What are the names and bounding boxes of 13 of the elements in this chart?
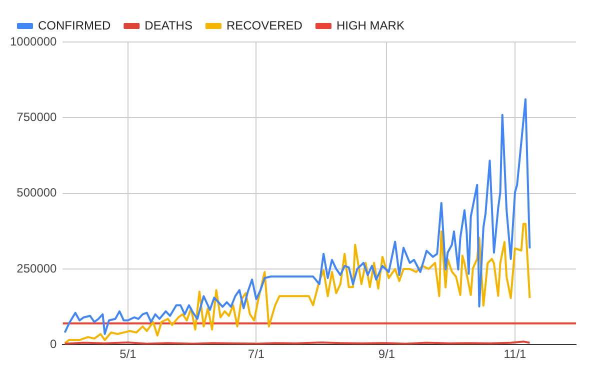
y-tick-label: 500000 — [16, 186, 58, 200]
legend-label: DEATHS — [144, 18, 192, 32]
x-tick-label: 9/1 — [378, 347, 396, 362]
y-tick-label: 0 — [50, 336, 58, 351]
legend-label: RECOVERED — [226, 18, 303, 32]
x-tick-label: 5/1 — [120, 347, 137, 362]
y-tick-label: 750000 — [16, 110, 58, 124]
x-tick-label: 11/1 — [504, 347, 527, 362]
legend-label: CONFIRMED — [38, 18, 111, 32]
x-tick-label: 7/1 — [248, 347, 265, 362]
legend-label: HIGH MARK — [336, 18, 404, 32]
y-tick-label: 1000000 — [10, 34, 58, 48]
y-tick-label: 250000 — [16, 261, 58, 276]
